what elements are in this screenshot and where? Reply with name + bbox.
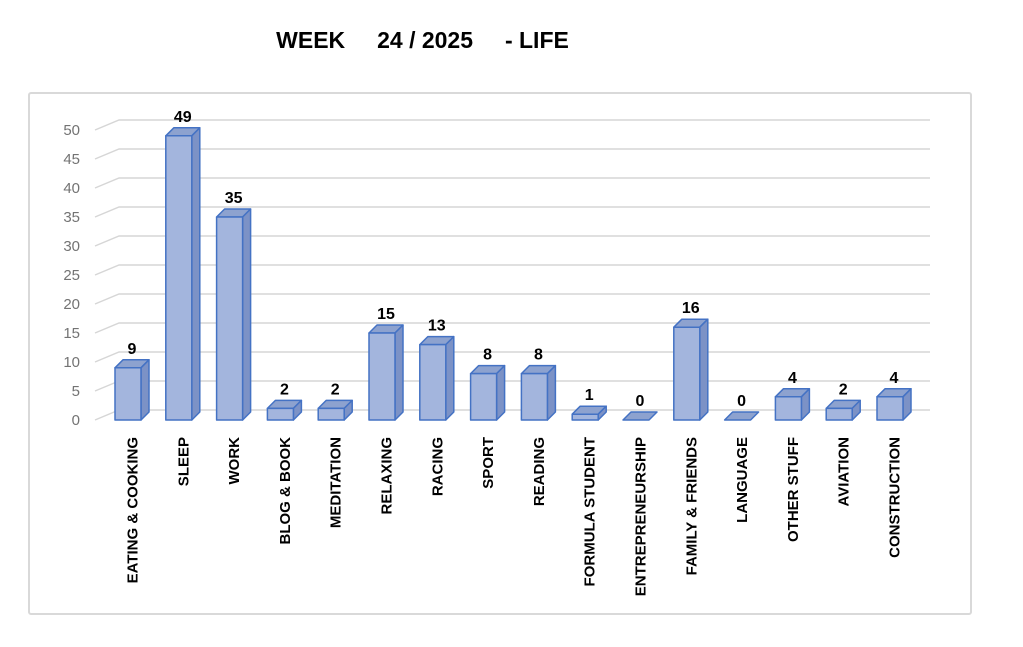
bar-side-eating-cooking	[140, 359, 150, 421]
category-label-other-stuff: OTHER STUFF	[785, 437, 802, 542]
y-tick-label-30: 30	[63, 238, 80, 255]
bar-meditation	[317, 407, 345, 421]
data-label-meditation: 2	[331, 381, 340, 398]
bar-construction	[876, 396, 904, 421]
y-tick-label-20: 20	[63, 296, 80, 313]
data-label-sleep: 49	[174, 109, 192, 126]
gridline-40	[94, 177, 930, 189]
category-label-sport: SPORT	[480, 437, 497, 489]
category-label-blog-book: BLOG & BOOK	[277, 437, 294, 545]
bar-other-stuff	[774, 396, 803, 421]
gridline-10	[94, 351, 930, 363]
category-label-formula-student: FORMULA STUDENT	[582, 437, 599, 586]
data-label-eating-cooking: 9	[128, 341, 137, 358]
category-label-entrepreneurship: ENTREPRENEURSHIP	[633, 437, 650, 596]
gridline-35	[94, 206, 930, 218]
data-label-aviation: 2	[839, 381, 848, 398]
gridline-15	[94, 322, 930, 334]
category-label-family-friends: FAMILY & FRIENDS	[683, 437, 700, 575]
category-label-eating-cooking: EATING & COOKING	[125, 437, 142, 583]
category-label-work: WORK	[226, 437, 243, 485]
data-label-other-stuff: 4	[788, 370, 797, 387]
y-tick-label-35: 35	[63, 209, 80, 226]
bar-relaxing	[368, 332, 396, 421]
category-label-meditation: MEDITATION	[328, 437, 345, 528]
gridline-20	[94, 293, 930, 305]
data-label-blog-book: 2	[280, 381, 289, 398]
bar-reading	[520, 372, 549, 421]
bar-sleep	[165, 135, 193, 421]
bar-side-work	[241, 208, 252, 421]
data-label-entrepreneurship: 0	[636, 393, 645, 410]
bar-side-relaxing	[394, 324, 404, 421]
category-label-aviation: AVIATION	[836, 437, 853, 506]
category-label-relaxing: RELAXING	[379, 437, 396, 515]
category-label-language: LANGUAGE	[734, 437, 751, 523]
bar-side-sleep	[191, 127, 201, 421]
bar-entrepreneurship	[622, 411, 658, 421]
bar-side-sport	[495, 364, 506, 421]
gridline-45	[94, 148, 930, 160]
data-label-reading: 8	[534, 347, 543, 364]
y-tick-label-50: 50	[63, 122, 80, 139]
data-label-family-friends: 16	[682, 300, 700, 317]
y-tick-label-40: 40	[63, 180, 80, 197]
bar-aviation	[825, 407, 853, 421]
category-label-racing: RACING	[429, 437, 446, 496]
y-tick-label-45: 45	[63, 151, 80, 168]
gridline-25	[94, 264, 930, 276]
category-label-construction: CONSTRUCTION	[887, 437, 904, 558]
data-label-construction: 4	[890, 370, 899, 387]
bar-eating-cooking	[114, 367, 142, 421]
bar-side-reading	[546, 364, 557, 421]
data-label-relaxing: 15	[377, 306, 395, 323]
y-tick-label-5: 5	[72, 383, 80, 400]
bar-work	[215, 216, 244, 421]
bar-family-friends	[673, 326, 701, 421]
category-label-sleep: SLEEP	[175, 437, 192, 486]
y-tick-label-15: 15	[63, 325, 80, 342]
data-label-sport: 8	[483, 347, 492, 364]
gridline-30	[94, 235, 930, 247]
bar-side-racing	[445, 335, 455, 421]
category-label-reading: READING	[531, 437, 548, 506]
gridline-50	[94, 119, 930, 131]
y-tick-label-10: 10	[63, 354, 80, 371]
bar-blog-book	[266, 407, 295, 421]
bar-racing	[419, 343, 447, 421]
bar-language	[723, 411, 760, 421]
bar-formula-student	[571, 413, 599, 421]
data-label-language: 0	[737, 393, 746, 410]
chart-title: WEEK 24 / 2025 - LIFE	[276, 27, 569, 53]
data-label-formula-student: 1	[585, 387, 594, 404]
data-label-racing: 13	[428, 318, 446, 335]
y-tick-label-25: 25	[63, 267, 80, 284]
bar-side-family-friends	[699, 318, 709, 421]
data-label-work: 35	[225, 190, 243, 207]
y-tick-label-0: 0	[72, 412, 80, 429]
bar-sport	[469, 372, 498, 421]
